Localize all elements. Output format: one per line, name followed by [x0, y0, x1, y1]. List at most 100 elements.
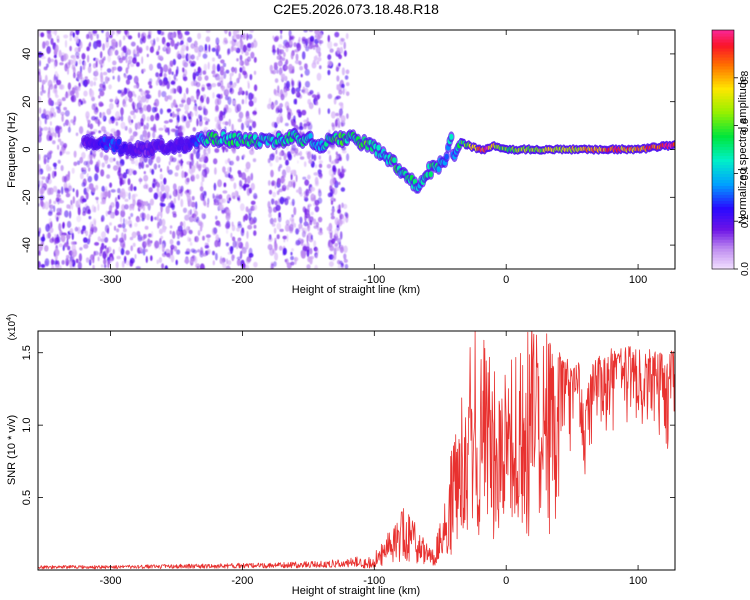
noise-speck — [160, 181, 163, 185]
noise-speck — [188, 60, 192, 64]
noise-speck — [194, 68, 197, 74]
noise-speck — [228, 172, 231, 178]
noise-speck — [240, 227, 245, 237]
noise-speck — [70, 241, 75, 245]
noise-speck — [164, 67, 168, 72]
noise-speck — [57, 138, 62, 143]
noise-speck — [342, 216, 345, 225]
noise-speck — [40, 264, 46, 268]
noise-speck — [90, 150, 93, 155]
noise-speck — [133, 48, 138, 54]
noise-speck — [307, 122, 313, 131]
noise-speck — [163, 72, 167, 78]
noise-speck — [53, 74, 56, 81]
noise-speck — [75, 258, 79, 264]
noise-speck — [158, 257, 163, 264]
noise-speck — [106, 174, 111, 179]
noise-speck — [307, 150, 312, 158]
noise-speck — [318, 163, 323, 168]
noise-speck — [163, 177, 167, 185]
noise-speck — [205, 36, 211, 43]
colorbar-swatch — [712, 158, 734, 163]
noise-speck — [112, 249, 115, 255]
noise-speck — [79, 156, 84, 164]
colorbar-swatch — [712, 71, 734, 76]
noise-speck — [104, 76, 109, 84]
noise-speck — [40, 236, 46, 242]
noise-speck — [244, 213, 249, 221]
noise-speck — [180, 185, 184, 192]
noise-speck — [122, 172, 127, 179]
noise-speck — [147, 131, 151, 139]
noise-speck — [315, 221, 319, 228]
noise-speck — [211, 47, 216, 52]
noise-speck — [203, 126, 208, 131]
noise-speck — [293, 181, 296, 189]
noise-speck — [135, 266, 141, 269]
noise-speck — [122, 222, 126, 229]
noise-speck — [140, 246, 143, 253]
noise-speck — [215, 122, 221, 130]
noise-speck — [309, 35, 315, 42]
noise-speck — [317, 216, 323, 223]
noise-speck — [129, 257, 135, 264]
noise-speck — [233, 35, 237, 40]
noise-speck — [161, 81, 167, 87]
noise-speck — [213, 227, 218, 234]
noise-speck — [342, 203, 348, 209]
noise-speck — [188, 229, 193, 235]
noise-speck — [327, 34, 331, 43]
noise-speck — [143, 171, 146, 175]
noise-speck — [206, 202, 210, 208]
noise-speck — [310, 186, 316, 192]
noise-speck — [303, 161, 307, 168]
noise-speck — [273, 63, 277, 70]
noise-speck — [282, 247, 287, 256]
noise-speck — [212, 193, 215, 199]
noise-speck — [275, 204, 281, 211]
y-tick-label: 0 — [21, 146, 33, 152]
noise-speck — [170, 102, 174, 109]
noise-speck — [223, 182, 227, 188]
noise-speck — [318, 51, 322, 58]
noise-speck — [65, 174, 70, 182]
noise-speck — [314, 264, 318, 269]
noise-speck — [119, 177, 123, 187]
snr-y-multiplier-close: ) — [7, 314, 18, 317]
noise-speck — [176, 249, 181, 255]
x-tick-label: -200 — [231, 274, 253, 286]
noise-speck — [129, 135, 135, 140]
x-tick-label: -200 — [231, 575, 253, 587]
noise-speck — [100, 238, 105, 243]
noise-speck — [158, 228, 164, 235]
noise-speck — [193, 99, 197, 104]
colorbar-swatch — [712, 125, 734, 130]
noise-speck — [245, 90, 249, 96]
noise-speck — [312, 218, 317, 225]
noise-speck — [191, 60, 197, 66]
noise-speck — [47, 30, 50, 34]
noise-speck — [152, 131, 156, 139]
noise-speck — [85, 111, 90, 119]
noise-speck — [225, 228, 229, 234]
noise-speck — [136, 52, 140, 57]
noise-speck — [317, 57, 322, 62]
noise-speck — [188, 53, 191, 61]
noise-speck — [103, 56, 106, 61]
noise-speck — [327, 150, 331, 155]
noise-speck — [66, 220, 72, 229]
noise-speck — [273, 101, 277, 107]
noise-speck — [145, 126, 149, 130]
noise-speck — [193, 256, 198, 264]
noise-speck — [99, 246, 103, 254]
noise-speck — [103, 258, 107, 265]
noise-speck — [134, 159, 139, 167]
colorbar: 0.0 0.2 0.4 0.6 0.8 Normalized spectral ampl… — [711, 29, 750, 276]
noise-speck — [278, 188, 283, 193]
noise-speck — [60, 234, 66, 242]
noise-speck — [44, 201, 50, 210]
noise-speck — [109, 34, 113, 39]
noise-speck — [107, 164, 111, 169]
noise-speck — [56, 194, 61, 198]
noise-speck — [278, 212, 281, 218]
